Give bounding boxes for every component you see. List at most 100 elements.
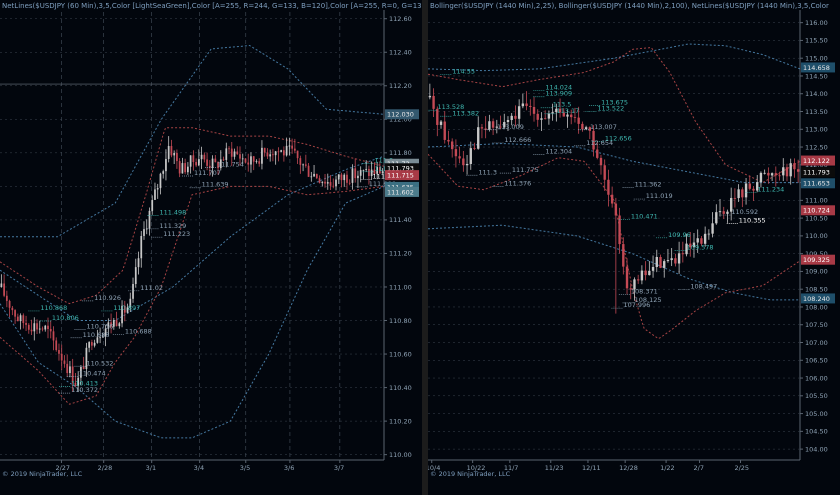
candle-up: [696, 238, 699, 243]
price-tag-label: 111.793: [803, 168, 830, 176]
net-line-label: 111.666: [369, 180, 396, 188]
net-line-label: 111.329: [159, 222, 186, 230]
candle-up: [96, 337, 99, 343]
candle-down: [110, 322, 112, 327]
candle-down: [41, 328, 44, 330]
candle-up: [19, 315, 22, 322]
candle-up: [756, 182, 759, 191]
y-tick-label: 109.50: [805, 250, 828, 258]
net-line-label: 111.775: [512, 166, 539, 174]
net-line-label: 108.371: [631, 287, 658, 295]
candle-down: [774, 173, 778, 176]
net-line-label: 114.55: [452, 68, 475, 76]
candle-down: [47, 325, 49, 329]
y-tick-label: 109.00: [805, 268, 828, 276]
candle-up: [187, 166, 189, 173]
candle-up: [506, 120, 510, 123]
candle-down: [373, 169, 376, 174]
x-tick-label: 11/23: [545, 464, 564, 472]
net-line-label: 110.532: [86, 359, 113, 367]
candle-up: [370, 169, 373, 176]
candle-up: [121, 305, 123, 324]
indicator-header: Bollinger($USDJPY (1440 Min),2,25), Boll…: [430, 2, 829, 10]
y-tick-label: 104.50: [805, 428, 828, 436]
y-tick-label: 108.50: [805, 285, 828, 293]
indicator-bands: [0, 44, 385, 439]
candles: [428, 83, 800, 314]
y-tick-label: 111.20: [389, 250, 412, 258]
candle-up: [197, 159, 200, 166]
y-tick-label: 104.00: [805, 445, 828, 453]
x-tick-label: 11/7: [504, 464, 519, 472]
net-line-label: 111.707: [194, 169, 221, 177]
candle-down: [58, 350, 60, 354]
y-tick-label: 110.80: [389, 317, 412, 325]
price-tag: 111.715: [385, 170, 419, 181]
price-tag-box: [801, 62, 835, 73]
price-tag-label: 114.658: [803, 64, 830, 72]
candle-down: [247, 162, 250, 165]
net-line-label: 110.471: [631, 213, 658, 221]
net-line-label: 110.756: [86, 322, 113, 330]
candle-down: [741, 189, 744, 198]
candle-down: [348, 182, 351, 184]
candle-up: [655, 256, 658, 267]
candle-down: [562, 112, 565, 117]
candle-up: [770, 173, 774, 176]
candle-up: [69, 366, 71, 374]
y-tick-label: 106.00: [805, 374, 828, 382]
candle-up: [134, 267, 137, 284]
bollinger-upper-blue: [0, 44, 385, 238]
chart-panel-daily[interactable]: Bollinger($USDJPY (1440 Min),2,25), Boll…: [428, 0, 840, 495]
candle-down: [581, 123, 584, 130]
y-tick-label: 110.60: [389, 350, 412, 358]
candle-down: [266, 152, 269, 157]
candle-down: [570, 114, 573, 118]
candle-down: [491, 121, 495, 128]
candle-up: [129, 298, 132, 308]
price-tag: 111.793: [385, 163, 419, 174]
candle-down: [599, 157, 603, 166]
net-line-label: 110.926: [94, 294, 121, 302]
net-line-label: 112.656: [605, 135, 632, 143]
candle-down: [329, 182, 332, 186]
candle-down: [277, 151, 280, 153]
candle-down: [115, 320, 118, 327]
price-tag-label: 109.325: [803, 256, 830, 264]
chart-panel-hourly[interactable]: NetLines($USDJPY (60 Min),3,5,Color [Lig…: [0, 0, 422, 495]
hourly-chart-svg[interactable]: NetLines($USDJPY (60 Min),3,5,Color [Lig…: [0, 0, 422, 495]
candle-up: [80, 366, 82, 378]
net-line-label: 108.497: [690, 283, 717, 291]
candle-down: [222, 159, 225, 161]
candle-up: [38, 328, 41, 330]
net-line-annotations: 111.8111.744111.704111.666111.707111.754…: [28, 156, 401, 394]
x-tick-label: 2/25: [734, 464, 749, 472]
x-axis: 10/4 10/22 11/7 11/23 12/11 12/28 1/22 2/7 2/25: [428, 460, 749, 472]
candle-down: [614, 203, 618, 216]
candle-down: [5, 295, 8, 301]
price-tag-label: 111.715: [387, 172, 414, 180]
candle-up: [189, 155, 192, 167]
candle-up: [685, 243, 688, 255]
candle-down: [462, 158, 465, 166]
y-tick-label: 111.80: [389, 149, 412, 157]
y-tick-label: 112.50: [805, 143, 828, 151]
candle-up: [692, 242, 696, 248]
price-tag-box: [801, 155, 835, 166]
candle-down: [622, 244, 625, 267]
daily-chart-svg[interactable]: Bollinger($USDJPY (1440 Min),2,25), Boll…: [428, 0, 840, 495]
candle-down: [203, 154, 206, 160]
x-tick-label: 3/4: [194, 464, 204, 472]
candle-down: [91, 342, 93, 346]
candle-up: [181, 163, 184, 174]
candle-up: [488, 121, 491, 130]
candle-down: [644, 270, 647, 276]
candle-up: [44, 325, 47, 330]
candle-down: [66, 363, 69, 374]
candle-up: [0, 283, 3, 287]
candle-down: [447, 139, 450, 142]
candle-down: [307, 165, 310, 177]
panel-divider[interactable]: [422, 0, 428, 495]
candle-up: [85, 347, 88, 370]
candle-up: [132, 283, 134, 299]
